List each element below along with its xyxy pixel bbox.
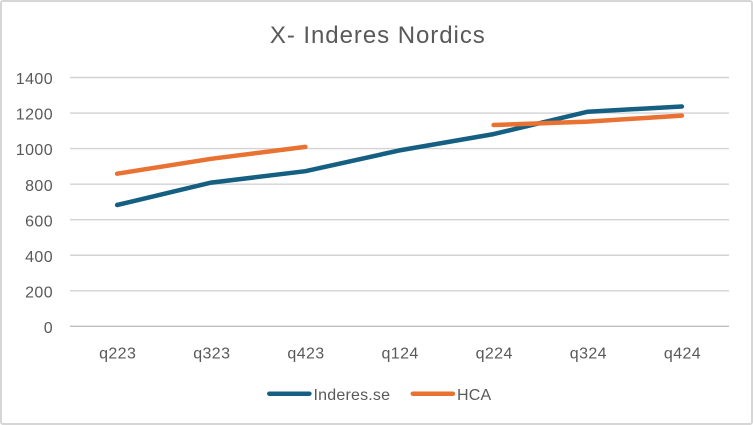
svg-text:200: 200 [25,284,53,301]
svg-text:q323: q323 [193,346,230,363]
svg-text:q423: q423 [287,346,324,363]
svg-text:q224: q224 [476,346,513,363]
svg-text:1200: 1200 [16,107,53,124]
svg-text:q124: q124 [381,346,418,363]
svg-text:800: 800 [25,178,53,195]
svg-text:1000: 1000 [16,142,53,159]
svg-text:q223: q223 [99,346,136,363]
svg-text:600: 600 [25,213,53,230]
svg-text:X- Inderes Nordics: X- Inderes Nordics [270,22,486,49]
svg-text:1400: 1400 [16,71,53,88]
svg-text:HCA: HCA [457,387,492,404]
svg-text:400: 400 [25,249,53,266]
svg-text:Inderes.se: Inderes.se [314,387,391,404]
svg-text:0: 0 [44,320,53,337]
svg-text:q424: q424 [664,346,701,363]
svg-text:q324: q324 [570,346,607,363]
